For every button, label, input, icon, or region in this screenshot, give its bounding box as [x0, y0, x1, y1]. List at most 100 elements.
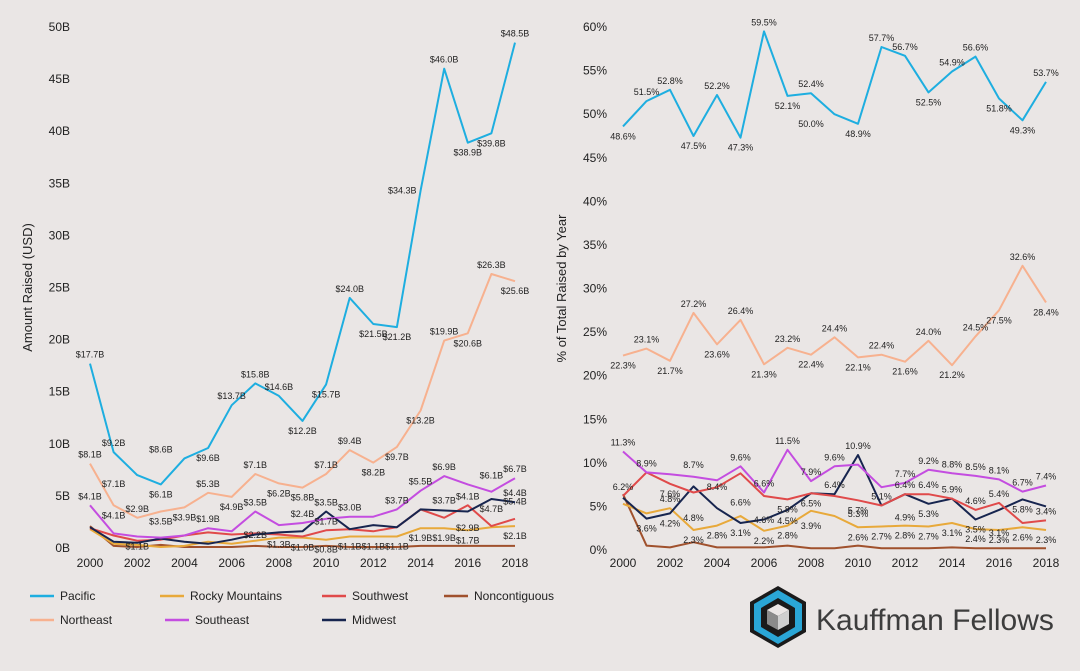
data-label: 2.7% [871, 531, 892, 541]
series-line-southwest [89, 504, 516, 542]
x-tick-label: 2014 [939, 556, 966, 570]
data-label: $5.3B [196, 479, 220, 489]
data-label: $21.5B [359, 329, 388, 339]
data-label: 7.4% [1036, 471, 1057, 481]
y-axis-title: Amount Raised (USD) [20, 223, 35, 352]
data-label: 5.9% [942, 485, 963, 495]
legend-label-pacific: Pacific [60, 589, 95, 603]
data-label: $48.5B [501, 29, 530, 39]
data-label: 24.4% [822, 323, 848, 333]
data-label: $8.2B [362, 468, 386, 478]
x-tick-label: 2006 [751, 556, 778, 570]
data-label: 28.4% [1033, 307, 1059, 317]
data-label: $26.3B [477, 260, 506, 270]
data-label: 23.6% [704, 349, 730, 359]
series-line-northeast [622, 264, 1047, 367]
y-tick-label: 30B [49, 228, 70, 242]
data-label: $9.2B [102, 438, 126, 448]
data-label: $3.9B [173, 512, 197, 522]
series-line-northeast [89, 273, 516, 519]
legend-label-southeast: Southeast [195, 613, 250, 627]
data-label: $5.4B [503, 497, 527, 507]
data-label: $12.2B [288, 426, 317, 436]
legend-label-midwest: Midwest [352, 613, 397, 627]
data-label: 52.8% [657, 76, 683, 86]
data-label: $3.7B [432, 495, 456, 505]
data-label: 4.8% [660, 494, 681, 504]
data-label: $17.7B [76, 350, 105, 360]
data-label: 51.5% [634, 87, 660, 97]
data-label: 4.5% [777, 516, 798, 526]
data-label: $24.0B [335, 284, 364, 294]
series-line-southeast [89, 475, 516, 539]
series-line-midwest [89, 498, 516, 545]
data-label: $6.1B [149, 489, 173, 499]
data-label: 3.1% [942, 528, 963, 538]
data-label: $3.5B [314, 498, 338, 508]
y-tick-label: 15% [583, 412, 607, 426]
data-label: 6.4% [824, 480, 845, 490]
data-label: 11.5% [775, 436, 800, 446]
data-label: 49.3% [1010, 125, 1036, 135]
data-label: 6.5% [801, 498, 822, 508]
data-label: 3.1% [989, 528, 1010, 538]
y-tick-label: 10% [583, 456, 607, 470]
data-label: $34.3B [388, 186, 417, 196]
data-label: 9.6% [730, 452, 751, 462]
data-label: $9.6B [196, 453, 220, 463]
data-label: $6.1B [480, 470, 504, 480]
y-tick-label: 0B [55, 541, 70, 555]
data-label: 52.1% [775, 101, 801, 111]
y-tick-label: 20B [49, 333, 70, 347]
y-tick-label: 25B [49, 281, 70, 295]
data-label: 2.2% [754, 536, 775, 546]
data-label: 8.4% [707, 482, 728, 492]
data-label: $38.9B [454, 148, 483, 158]
data-label: 48.6% [610, 131, 636, 141]
data-label: $7.1B [314, 460, 338, 470]
data-label: 2.8% [707, 531, 728, 541]
x-tick-label: 2008 [266, 556, 293, 570]
data-label: $1.1B [385, 542, 409, 552]
data-label: 4.8% [683, 513, 704, 523]
legend: Pacific Rocky Mountains Southwest Noncontig… [30, 589, 554, 627]
data-label: $7.1B [244, 460, 268, 470]
data-label: 6.7% [1012, 478, 1033, 488]
data-label: $3.7B [385, 495, 409, 505]
data-label: 7.7% [895, 469, 916, 479]
data-label: 5.8% [1012, 504, 1033, 514]
data-label: 4.9% [895, 512, 916, 522]
y-tick-label: 50% [583, 107, 607, 121]
x-tick-label: 2018 [1033, 556, 1060, 570]
data-label: 53.7% [1033, 68, 1059, 78]
series-line-midwest [622, 454, 1047, 524]
data-label: 23.2% [775, 334, 801, 344]
data-label: $2.1B [503, 531, 527, 541]
y-tick-label: 55% [583, 64, 607, 78]
data-label: 52.2% [704, 81, 730, 91]
series-line-rocky-mountains [89, 525, 516, 548]
x-tick-label: 2000 [610, 556, 637, 570]
data-label: $15.7B [312, 389, 341, 399]
brand-name: Kauffman Fellows [816, 604, 1054, 637]
data-label: $1.9B [409, 533, 433, 543]
data-label: 3.4% [1036, 506, 1057, 516]
data-label: 47.5% [681, 141, 707, 151]
data-label: 4.2% [660, 518, 681, 528]
x-tick-label: 2008 [798, 556, 825, 570]
data-label: $9.7B [385, 452, 409, 462]
data-label: 22.3% [610, 361, 636, 371]
data-label: 27.2% [681, 299, 707, 309]
data-label: $3.5B [244, 498, 268, 508]
x-tick-label: 2000 [77, 556, 104, 570]
x-tick-label: 2010 [313, 556, 340, 570]
series-line-rocky-mountains [622, 502, 1047, 532]
data-label: $21.2B [383, 332, 412, 342]
data-label: $1.7B [456, 535, 480, 545]
data-label: 21.3% [751, 369, 777, 379]
data-label: 50.0% [798, 119, 824, 129]
data-label: 21.2% [939, 370, 965, 380]
data-label: $2.9B [125, 504, 149, 514]
y-tick-label: 35% [583, 238, 607, 252]
data-label: 2.8% [895, 531, 916, 541]
